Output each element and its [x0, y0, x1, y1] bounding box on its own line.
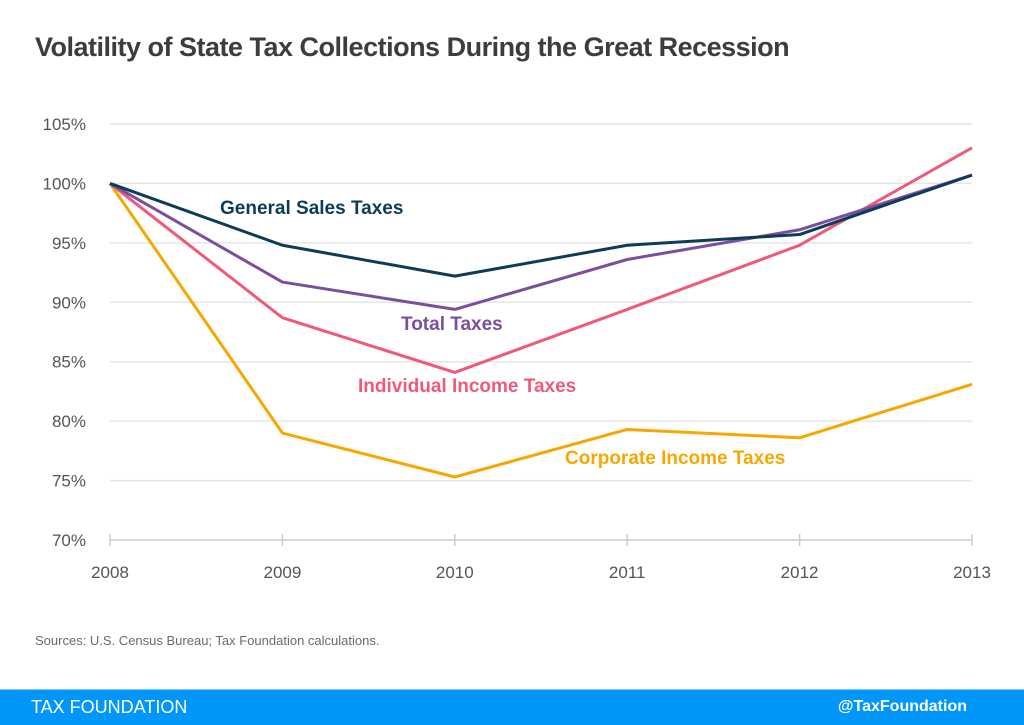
x-tick-label: 2011: [609, 563, 646, 582]
y-tick-label: 105%: [43, 115, 86, 134]
footer-brand: TAX FOUNDATION: [31, 697, 188, 717]
y-tick-label: 80%: [52, 412, 86, 431]
x-tick-label: 2009: [263, 563, 301, 582]
series-lines: [108, 146, 973, 479]
series-label-corporate-income-taxes: Corporate Income Taxes: [565, 448, 785, 469]
x-tick-label: 2013: [953, 563, 991, 582]
x-axis: 2008 2009 2010 2011 2012 2013: [91, 534, 991, 582]
x-tick-label: 2012: [781, 563, 819, 582]
series-labels: General Sales Taxes Total Taxes Individual…: [220, 198, 785, 469]
y-tick-label: 70%: [52, 531, 86, 550]
line-chart: 70%75%80%85%90%95%100%105% 2008 2009 2010 2…: [43, 115, 991, 582]
series-line-general-sales-taxes: [109, 173, 973, 278]
y-tick-label: 100%: [43, 174, 86, 193]
y-tick-label: 90%: [52, 293, 86, 312]
y-tick-label: 85%: [52, 353, 86, 372]
y-tick-label: 95%: [52, 234, 86, 253]
y-tick-label: 75%: [52, 472, 86, 491]
footer-bar: TAX FOUNDATION @TaxFoundation: [0, 689, 1024, 725]
series-label-general-sales-taxes: General Sales Taxes: [220, 198, 403, 219]
grid-lines: [110, 123, 972, 482]
chart-title: Volatility of State Tax Collections Duri…: [35, 32, 790, 62]
footer-handle[interactable]: @TaxFoundation: [837, 698, 967, 715]
series-label-total-taxes: Total Taxes: [401, 314, 503, 335]
x-tick-label: 2010: [436, 563, 474, 582]
x-tick-label: 2008: [91, 563, 129, 582]
series-line-total-taxes: [109, 173, 973, 311]
series-line-corporate-income-taxes: [108, 182, 973, 479]
y-axis-ticks: 70% 75% 80% 85% 90% 95% 100% 105%: [43, 115, 86, 550]
series-line-individual-income-taxes: [109, 146, 973, 374]
sources-note: Sources: U.S. Census Bureau; Tax Foundat…: [35, 633, 380, 648]
series-label-individual-income-taxes: Individual Income Taxes: [358, 376, 576, 397]
